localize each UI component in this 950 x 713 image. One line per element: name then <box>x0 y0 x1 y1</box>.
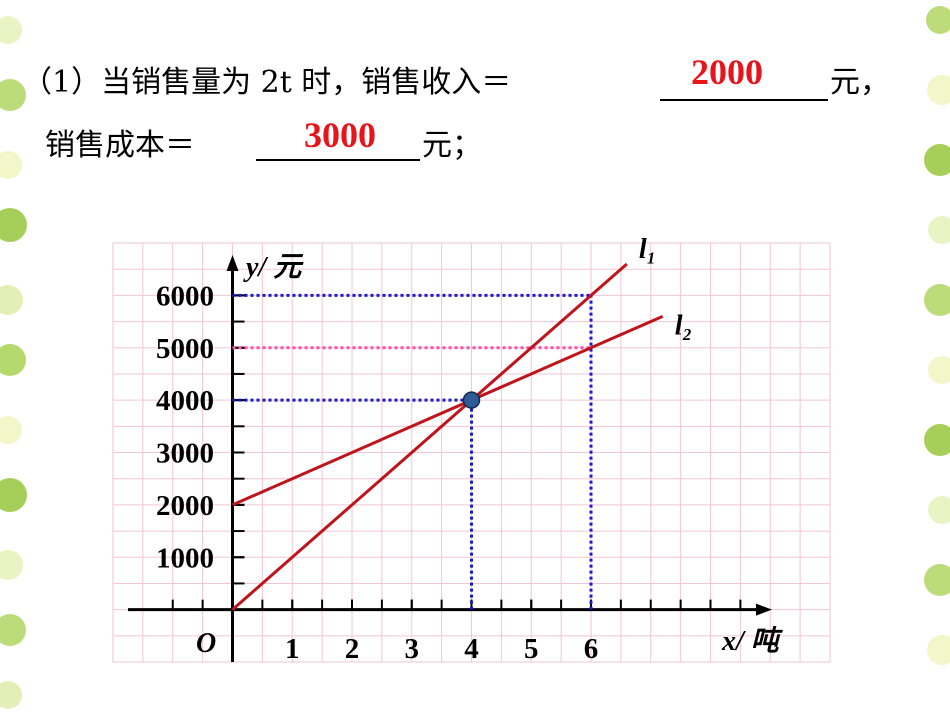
question-line2: 销售成本＝ <box>45 128 195 163</box>
x-tick-label: 5 <box>524 633 539 665</box>
y-axis-label: y/ 元 <box>243 252 304 283</box>
x-tick-label: 2 <box>345 633 360 665</box>
y-tick-label: 6000 <box>156 280 214 312</box>
y-tick-label: 3000 <box>156 438 214 470</box>
x-tick-label: 6 <box>584 633 599 665</box>
x-axis-label: x/ 吨 <box>721 626 784 657</box>
y-tick-label: 1000 <box>156 542 214 574</box>
x-tick-label: 1 <box>285 633 300 665</box>
y-arrow <box>226 255 239 271</box>
intersection-point <box>462 391 481 409</box>
left-decoration <box>0 16 27 709</box>
line <box>231 314 664 507</box>
unit: 元， <box>830 65 890 100</box>
question-line1: （1）当销售量为 2t 时，销售收入＝ <box>22 65 511 100</box>
chart: 1 2 3 4 5 6 1000 2000 3000 4000 5000 6000 O x/ 吨 y/ 元 l… <box>112 234 831 665</box>
answer: 3000 <box>304 115 376 155</box>
x-tick-label: 4 <box>464 633 479 665</box>
answer: 2000 <box>691 52 763 92</box>
y-tick-label: 5000 <box>156 333 214 365</box>
y-tick-label: 2000 <box>156 490 214 522</box>
line-label: l₂ <box>675 310 693 341</box>
x-tick-label: 3 <box>405 633 420 665</box>
line <box>231 262 628 611</box>
right-decoration <box>924 6 950 665</box>
unit: 元； <box>422 128 482 163</box>
x-arrow <box>756 603 772 616</box>
line-label: l₁ <box>639 234 657 265</box>
origin-label: O <box>196 628 216 659</box>
y-tick-label: 4000 <box>156 385 214 417</box>
